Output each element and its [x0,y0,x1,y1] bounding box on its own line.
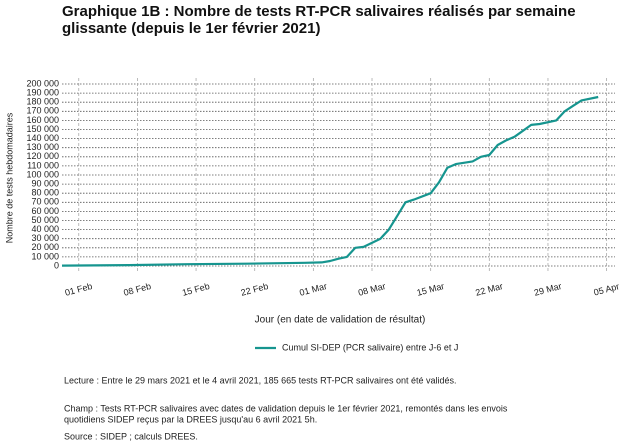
note: Source : SIDEP ; calculs DREES. [64,431,198,441]
y-tick-label: 180 000 [26,97,59,107]
y-tick-label: 150 000 [26,124,59,134]
y-tick-label: 10 000 [31,251,59,261]
note: Champ : Tests RT-PCR salivaires avec dat… [64,403,508,413]
y-tick-label: 80 000 [31,188,59,198]
chart-title: Graphique 1B : Nombre de tests RT-PCR sa… [62,3,576,37]
note: quotidiens SIDEP reçus par la DREES jusq… [64,414,317,424]
y-tick-label: 190 000 [26,87,59,97]
y-tick-label: 120 000 [26,151,59,161]
y-tick-label: 130 000 [26,142,59,152]
x-axis-label: Jour (en date de validation de résultat) [255,315,426,326]
note: Lecture : Entre le 29 mars 2021 et le 4 … [64,375,457,385]
y-tick-label: 90 000 [31,178,59,188]
x-tick-label: 15 Mar [416,281,446,298]
y-tick-label: 100 000 [26,169,59,179]
y-tick-label: 160 000 [26,115,59,125]
y-tick-label: 110 000 [27,160,59,170]
data-line [61,95,599,267]
x-tick-label: 22 Feb [240,281,270,298]
x-tick-label: 01 Mar [298,281,328,298]
x-tick-label: 08 Feb [122,281,152,298]
x-tick-label: 29 Mar [533,281,563,298]
y-tick-label: 40 000 [31,224,59,234]
legend-label: Cumul SI-DEP (PCR salivaire) entre J-6 e… [282,342,458,352]
x-tick-label: 01 Feb [64,281,94,298]
y-tick-label: 60 000 [31,206,59,216]
y-tick-label: 200 000 [26,78,59,88]
y-tick-label: 30 000 [31,233,59,243]
y-axis-label: Nombre de tests hebdomadaires [4,112,14,243]
y-tick-label: 140 000 [26,133,59,143]
x-tick-label: 08 Mar [357,281,387,298]
x-tick-label: 05 Apr [593,281,621,297]
y-tick-label: 20 000 [31,242,59,252]
y-tick-label: 0 [54,260,59,270]
x-tick-label: 15 Feb [181,281,211,298]
x-tick-label: 22 Mar [474,281,504,298]
y-tick-label: 50 000 [31,215,59,225]
y-tick-label: 70 000 [31,197,59,207]
y-tick-label: 170 000 [26,106,59,116]
